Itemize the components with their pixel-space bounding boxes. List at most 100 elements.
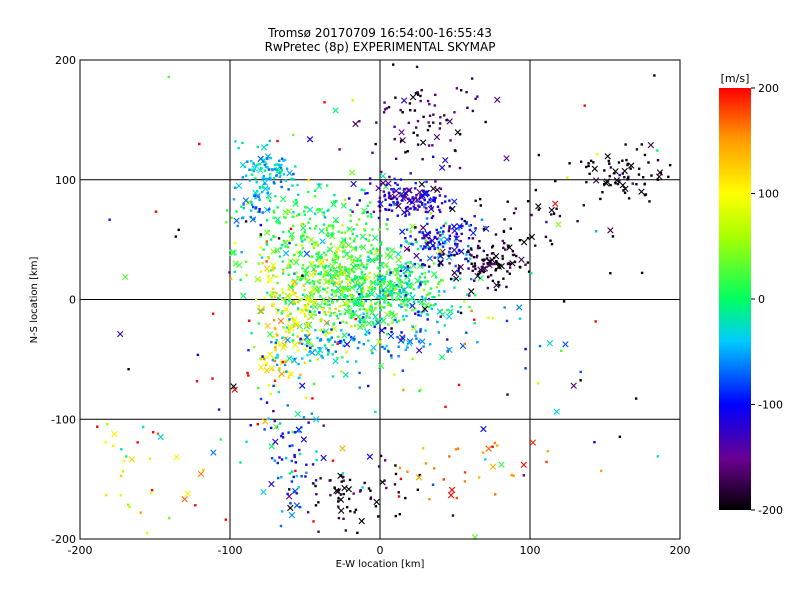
point-dot-marker bbox=[301, 240, 304, 243]
point-dot-marker bbox=[470, 254, 473, 257]
point-x-marker bbox=[546, 340, 554, 347]
point-dot-marker bbox=[502, 246, 505, 250]
point-dot-marker bbox=[341, 246, 345, 249]
colorbar-tick-label: 200 bbox=[758, 82, 779, 95]
point-dot-marker bbox=[271, 358, 275, 362]
point-x-marker bbox=[300, 436, 308, 443]
point-dot-marker bbox=[285, 370, 288, 373]
point-dot-marker bbox=[230, 216, 233, 220]
point-dot-marker bbox=[310, 242, 314, 246]
point-dot-marker bbox=[282, 230, 285, 234]
point-dot-marker bbox=[383, 459, 387, 462]
point-dot-marker bbox=[324, 253, 328, 257]
point-dot-marker bbox=[437, 282, 440, 286]
point-dot-marker bbox=[96, 425, 99, 428]
point-dot-marker bbox=[289, 294, 293, 297]
point-dot-marker bbox=[278, 366, 281, 370]
point-dot-marker bbox=[393, 137, 396, 141]
point-dot-marker bbox=[476, 246, 480, 250]
point-dot-marker bbox=[387, 208, 391, 212]
point-dot-marker bbox=[398, 466, 402, 470]
point-dot-marker bbox=[323, 302, 326, 306]
point-dot-marker bbox=[282, 173, 286, 176]
point-dot-marker bbox=[415, 240, 418, 244]
point-dot-marker bbox=[265, 260, 268, 263]
point-dot-marker bbox=[407, 242, 411, 245]
point-dot-marker bbox=[343, 231, 347, 234]
point-dot-marker bbox=[493, 262, 496, 266]
point-dot-marker bbox=[484, 458, 487, 461]
point-dot-marker bbox=[396, 297, 400, 301]
point-dot-marker bbox=[290, 316, 294, 320]
point-dot-marker bbox=[397, 355, 400, 358]
point-dot-marker bbox=[599, 469, 603, 473]
point-dot-marker bbox=[280, 458, 284, 461]
point-dot-marker bbox=[412, 300, 416, 304]
point-dot-marker bbox=[420, 311, 423, 314]
point-dot-marker bbox=[297, 430, 301, 433]
point-dot-marker bbox=[407, 248, 410, 252]
point-dot-marker bbox=[219, 438, 223, 441]
point-dot-marker bbox=[453, 149, 457, 152]
point-dot-marker bbox=[467, 267, 470, 270]
point-dot-marker bbox=[466, 106, 469, 109]
point-dot-marker bbox=[265, 243, 269, 246]
point-dot-marker bbox=[395, 203, 399, 207]
point-dot-marker bbox=[342, 255, 345, 259]
point-dot-marker bbox=[349, 219, 352, 223]
point-dot-marker bbox=[418, 275, 422, 279]
point-dot-marker bbox=[419, 194, 422, 197]
point-dot-marker bbox=[432, 304, 435, 307]
point-dot-marker bbox=[469, 247, 473, 250]
point-dot-marker bbox=[381, 261, 384, 265]
point-dot-marker bbox=[587, 162, 590, 165]
point-dot-marker bbox=[381, 277, 384, 281]
point-dot-marker bbox=[397, 304, 401, 307]
point-x-marker bbox=[257, 364, 265, 371]
point-dot-marker bbox=[350, 316, 353, 320]
point-dot-marker bbox=[322, 214, 326, 217]
point-dot-marker bbox=[392, 200, 395, 204]
point-dot-marker bbox=[545, 220, 548, 224]
point-dot-marker bbox=[367, 487, 371, 490]
point-dot-marker bbox=[381, 305, 384, 309]
point-dot-marker bbox=[347, 497, 351, 501]
point-dot-marker bbox=[298, 376, 301, 380]
point-dot-marker bbox=[141, 425, 145, 429]
point-dot-marker bbox=[250, 159, 253, 163]
point-dot-marker bbox=[417, 280, 420, 283]
point-dot-marker bbox=[242, 206, 246, 210]
point-dot-marker bbox=[281, 360, 285, 364]
point-dot-marker bbox=[473, 262, 477, 265]
point-dot-marker bbox=[369, 281, 372, 284]
point-dot-marker bbox=[358, 120, 361, 123]
point-dot-marker bbox=[297, 193, 300, 196]
point-dot-marker bbox=[436, 320, 439, 324]
point-dot-marker bbox=[428, 231, 432, 234]
point-x-marker bbox=[282, 239, 289, 246]
point-x-marker bbox=[387, 332, 395, 340]
point-dot-marker bbox=[286, 404, 289, 407]
point-x-marker bbox=[369, 257, 376, 264]
point-dot-marker bbox=[249, 209, 253, 212]
point-dot-marker bbox=[370, 287, 374, 291]
point-dot-marker bbox=[301, 293, 305, 296]
point-dot-marker bbox=[468, 228, 472, 232]
point-dot-marker bbox=[617, 161, 621, 164]
point-dot-marker bbox=[296, 275, 299, 279]
point-dot-marker bbox=[512, 211, 516, 215]
point-dot-marker bbox=[471, 237, 475, 240]
point-dot-marker bbox=[374, 505, 378, 508]
point-dot-marker bbox=[291, 333, 295, 337]
point-x-marker bbox=[240, 292, 247, 299]
point-dot-marker bbox=[379, 454, 383, 458]
point-dot-marker bbox=[470, 248, 473, 251]
point-dot-marker bbox=[372, 210, 376, 214]
point-dot-marker bbox=[289, 227, 293, 231]
point-x-marker bbox=[318, 258, 325, 265]
point-dot-marker bbox=[360, 278, 363, 281]
point-dot-marker bbox=[307, 317, 310, 321]
point-dot-marker bbox=[341, 286, 345, 289]
point-x-marker bbox=[591, 165, 598, 172]
y-tick-label: -200 bbox=[51, 533, 76, 546]
